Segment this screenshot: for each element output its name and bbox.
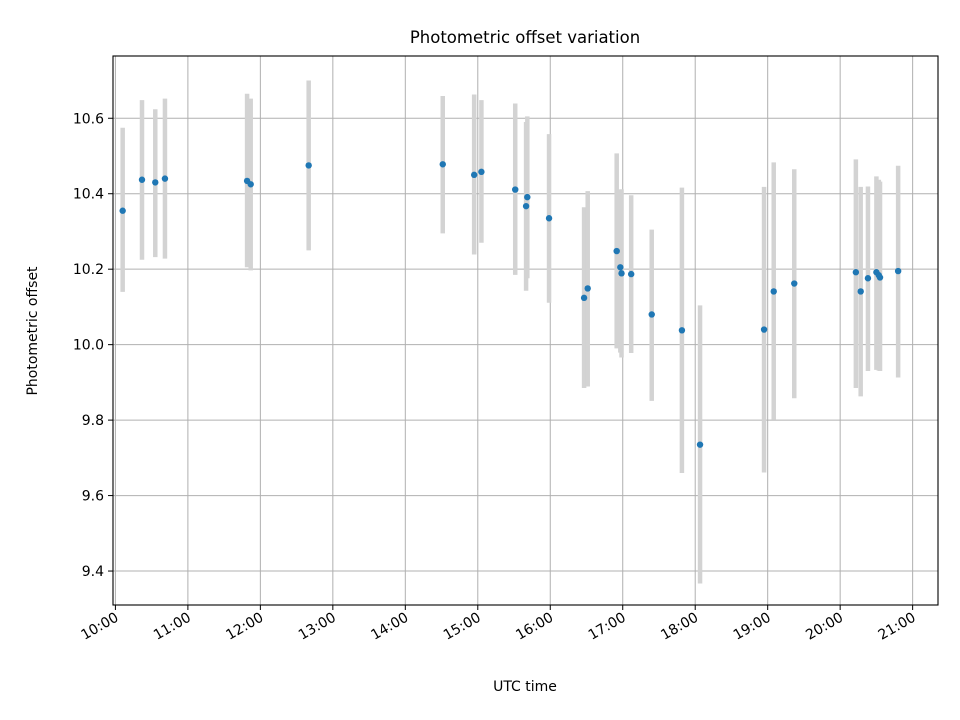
y-axis-label: Photometric offset bbox=[25, 266, 41, 396]
data-point-17 bbox=[617, 264, 624, 271]
y-axis-ticks: 9.4 9.6 9.8 10.0 10.2 10.4 10.6 bbox=[73, 111, 113, 580]
data-point-27 bbox=[857, 288, 864, 295]
data-point-20 bbox=[648, 311, 655, 318]
data-point-18 bbox=[618, 270, 625, 277]
y-tick-label: 9.6 bbox=[82, 489, 104, 505]
x-tick-label: 19:00 bbox=[731, 610, 774, 644]
data-point-26 bbox=[852, 269, 860, 276]
x-tick-label: 13:00 bbox=[296, 610, 339, 644]
y-tick-label: 9.4 bbox=[82, 564, 104, 580]
data-point-7 bbox=[439, 161, 446, 168]
y-tick-label: 10.2 bbox=[73, 262, 104, 278]
data-point-22 bbox=[696, 441, 704, 448]
y-tick-label: 10.6 bbox=[73, 111, 104, 127]
x-tick-label: 15:00 bbox=[441, 610, 484, 644]
x-tick-label: 17:00 bbox=[586, 610, 629, 644]
errorbars bbox=[120, 80, 901, 584]
x-tick-label: 16:00 bbox=[513, 610, 556, 644]
data-point-10 bbox=[512, 186, 519, 193]
chart-title: Photometric offset variation bbox=[410, 28, 640, 47]
data-point-24 bbox=[770, 288, 777, 295]
x-tick-label: 21:00 bbox=[876, 610, 919, 644]
data-point-16 bbox=[613, 247, 620, 255]
data-point-23 bbox=[760, 326, 768, 333]
plot-frame bbox=[112, 55, 939, 606]
data-point-21 bbox=[678, 327, 686, 334]
data-point-13 bbox=[545, 215, 553, 222]
data-point-12 bbox=[524, 193, 531, 201]
data-point-6 bbox=[305, 162, 312, 169]
data-point-28 bbox=[864, 275, 872, 282]
y-tick-label: 10.4 bbox=[73, 187, 104, 203]
data-point-14 bbox=[580, 294, 588, 302]
data-point-1 bbox=[138, 176, 146, 183]
x-tick-label: 10:00 bbox=[78, 610, 121, 644]
data-point-19 bbox=[627, 270, 635, 278]
data-point-32 bbox=[894, 267, 902, 275]
y-tick-label: 10.0 bbox=[73, 338, 104, 354]
data-point-25 bbox=[791, 280, 798, 287]
data-point-11 bbox=[522, 202, 530, 210]
data-point-15 bbox=[584, 285, 591, 292]
data-point-9 bbox=[478, 168, 485, 176]
x-tick-label: 14:00 bbox=[368, 610, 411, 644]
data-point-5 bbox=[247, 181, 254, 188]
data-point-0 bbox=[119, 207, 126, 214]
data-point-2 bbox=[152, 179, 159, 186]
x-tick-label: 20:00 bbox=[803, 610, 846, 644]
data-point-8 bbox=[470, 171, 478, 179]
x-axis-ticks: 10:00 11:00 12:00 13:00 14:00 15:00 16:00 17:00… bbox=[78, 605, 919, 644]
x-tick-label: 12:00 bbox=[223, 610, 266, 644]
x-tick-label: 18:00 bbox=[658, 610, 701, 644]
data-points bbox=[119, 161, 902, 448]
data-point-31 bbox=[876, 274, 884, 281]
y-tick-label: 9.8 bbox=[82, 413, 104, 429]
x-axis-label: UTC time bbox=[493, 679, 557, 695]
x-tick-label: 11:00 bbox=[151, 610, 194, 644]
data-point-3 bbox=[161, 175, 169, 182]
